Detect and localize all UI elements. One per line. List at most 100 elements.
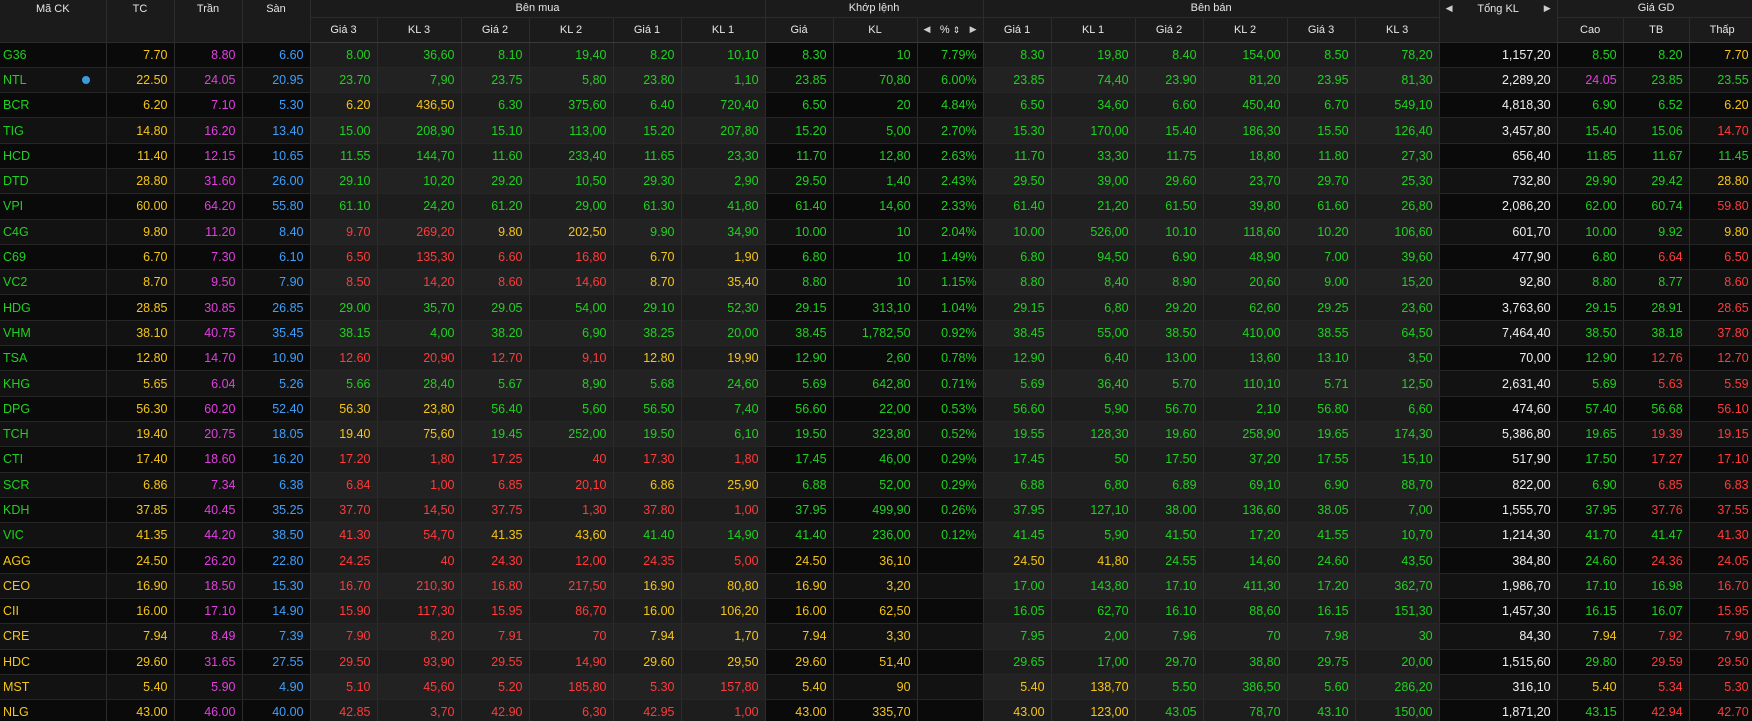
col-symbol[interactable]: Mã CK [0, 0, 107, 43]
table-row[interactable]: MST 5.40 5.90 4.90 5.10 45,60 5.20 185,80 5.30 15… [0, 674, 1752, 701]
col-match-percent[interactable]: ◀ % ⇕ ▶ [917, 17, 984, 43]
table-row[interactable]: CII 16.00 17.10 14.90 15.90 117,30 15.95 86,70 1… [0, 598, 1752, 625]
buy-vol-1: 19,90 [681, 345, 766, 372]
table-row[interactable]: KDH 37.85 40.45 35.25 37.70 14,50 37.75 1,30 37.… [0, 497, 1752, 524]
col-sell-vol-3[interactable]: KL 3 [1355, 17, 1440, 43]
total-volume: 732,80 [1439, 168, 1558, 195]
ref-price: 7.94 [106, 623, 175, 650]
col-avg[interactable]: TB [1623, 17, 1690, 43]
table-row[interactable]: HDC 29.60 31.65 27.55 29.50 93,90 29.55 14,90 29… [0, 649, 1752, 675]
col-sell-price-3[interactable]: Giá 3 [1287, 17, 1356, 43]
stock-symbol[interactable]: DPG [0, 396, 107, 422]
stock-symbol[interactable]: KDH [0, 497, 107, 524]
col-floor[interactable]: Sàn [242, 0, 311, 43]
stock-symbol[interactable]: C69 [0, 244, 107, 271]
stock-symbol[interactable]: HDG [0, 294, 107, 321]
info-dot-icon[interactable] [81, 75, 90, 84]
col-sell-price-1[interactable]: Giá 1 [983, 17, 1052, 43]
buy-vol-3: 28,40 [377, 370, 462, 397]
caret-right-icon[interactable]: ▶ [1543, 3, 1551, 13]
table-row[interactable]: VHM 38.10 40.75 35.45 38.15 4,00 38.20 6,90 38.2… [0, 320, 1752, 347]
stock-symbol[interactable]: SCR [0, 472, 107, 498]
col-high[interactable]: Cao [1557, 17, 1624, 43]
match-percent: 1.15% [917, 269, 984, 296]
table-row[interactable]: NLG 43.00 46.00 40.00 42.85 3,70 42.90 6,30 42.9… [0, 699, 1752, 721]
table-row[interactable]: TSA 12.80 14.70 10.90 12.60 20,90 12.70 9,10 12.… [0, 345, 1752, 372]
table-row[interactable]: NTL 22.50 24.05 20.95 23.70 7,90 23.75 5,80 23.8… [0, 67, 1752, 94]
col-buy-price-3[interactable]: Giá 3 [310, 17, 378, 43]
table-row[interactable]: TIG 14.80 16.20 13.40 15.00 208,90 15.10 113,00… [0, 117, 1752, 144]
table-row[interactable]: BCR 6.20 7.10 5.30 6.20 436,50 6.30 375,60 6.40 7… [0, 92, 1752, 119]
sell-price-2: 8.90 [1135, 269, 1204, 296]
match-price: 29.15 [765, 294, 834, 321]
col-buy-vol-1[interactable]: KL 1 [681, 17, 766, 43]
table-row[interactable]: DTD 28.80 31.60 26.00 29.10 10,20 29.20 10,50 29… [0, 168, 1752, 195]
ceiling-price: 18.50 [174, 573, 243, 600]
stock-symbol[interactable]: G36 [0, 42, 107, 68]
stock-symbol[interactable]: DTD [0, 168, 107, 195]
buy-price-1: 61.30 [613, 193, 682, 220]
stock-symbol[interactable]: TSA [0, 345, 107, 372]
caret-left-icon[interactable]: ◀ [1445, 3, 1453, 13]
table-row[interactable]: C69 6.70 7.30 6.10 6.50 135,30 6.60 16,80 6.70 1,… [0, 244, 1752, 271]
stock-symbol[interactable]: CEO [0, 573, 107, 600]
total-volume: 3,457,80 [1439, 117, 1558, 144]
col-ref[interactable]: TC [106, 0, 175, 43]
stock-symbol[interactable]: CTI [0, 446, 107, 473]
col-buy-vol-2[interactable]: KL 2 [529, 17, 614, 43]
table-row[interactable]: HCD 11.40 12.15 10.65 11.55 144,70 11.60 233,40… [0, 143, 1752, 169]
stock-symbol[interactable]: VHM [0, 320, 107, 347]
col-low[interactable]: Thấp [1689, 17, 1752, 43]
table-row[interactable]: TCH 19.40 20.75 18.05 19.40 75,60 19.45 252,00 1… [0, 421, 1752, 448]
stock-symbol[interactable]: BCR [0, 92, 107, 119]
stock-symbol[interactable]: TIG [0, 117, 107, 144]
stock-symbol[interactable]: NTL [0, 67, 107, 94]
sell-vol-2: 258,90 [1203, 421, 1288, 448]
col-buy-vol-3[interactable]: KL 3 [377, 17, 462, 43]
table-row[interactable]: CTI 17.40 18.60 16.20 17.20 1,80 17.25 40 17.30 1… [0, 446, 1752, 473]
col-sell-vol-1[interactable]: KL 1 [1051, 17, 1136, 43]
stock-symbol[interactable]: VIC [0, 522, 107, 549]
stock-symbol[interactable]: HDC [0, 649, 107, 675]
stock-symbol[interactable]: HCD [0, 143, 107, 169]
col-buy-price-1[interactable]: Giá 1 [613, 17, 682, 43]
col-sell-vol-2[interactable]: KL 2 [1203, 17, 1288, 43]
caret-right-icon[interactable]: ▶ [969, 23, 977, 34]
table-row[interactable]: KHG 5.65 6.04 5.26 5.66 28,40 5.67 8,90 5.68 24,6… [0, 370, 1752, 397]
table-row[interactable]: VPI 60.00 64.20 55.80 61.10 24,20 61.20 29,00 61… [0, 193, 1752, 220]
stock-symbol[interactable]: NLG [0, 699, 107, 721]
col-buy-price-2[interactable]: Giá 2 [461, 17, 530, 43]
stock-symbol[interactable]: C4G [0, 219, 107, 245]
stock-symbol[interactable]: MST [0, 674, 107, 701]
ceiling-price: 5.90 [174, 674, 243, 701]
caret-left-icon[interactable]: ◀ [923, 23, 931, 34]
stock-symbol-label: CTI [3, 452, 24, 467]
sort-icon[interactable]: ⇕ [952, 24, 961, 35]
buy-price-1: 15.20 [613, 117, 682, 144]
table-row[interactable]: AGG 24.50 26.20 22.80 24.25 40 24.30 12,00 24.35… [0, 547, 1752, 574]
col-match-price[interactable]: Giá [765, 17, 834, 43]
stock-symbol-label: BCR [3, 98, 30, 113]
stock-symbol[interactable]: CRE [0, 623, 107, 650]
stock-symbol[interactable]: KHG [0, 370, 107, 397]
col-total-volume[interactable]: ◀ Tổng KL ▶ [1439, 0, 1558, 43]
stock-symbol[interactable]: CII [0, 598, 107, 625]
col-ceiling[interactable]: Trần [174, 0, 243, 43]
table-row[interactable]: CRE 7.94 8.49 7.39 7.90 8,20 7.91 70 7.94 1,70 7.9… [0, 623, 1752, 650]
stock-symbol[interactable]: VPI [0, 193, 107, 220]
stock-symbol[interactable]: TCH [0, 421, 107, 448]
table-row[interactable]: C4G 9.80 11.20 8.40 9.70 269,20 9.80 202,50 9.90… [0, 219, 1752, 245]
table-row[interactable]: CEO 16.90 18.50 15.30 16.70 210,30 16.80 217,50… [0, 573, 1752, 600]
table-row[interactable]: SCR 6.86 7.34 6.38 6.84 1,00 6.85 20,10 6.86 25,9… [0, 472, 1752, 498]
table-row[interactable]: HDG 28.85 30.85 26.85 29.00 35,70 29.05 54,00 29… [0, 294, 1752, 321]
table-row[interactable]: DPG 56.30 60.20 52.40 56.30 23,80 56.40 5,60 56.… [0, 396, 1752, 422]
stock-symbol[interactable]: VC2 [0, 269, 107, 296]
sell-price-3: 41.55 [1287, 522, 1356, 549]
table-row[interactable]: G36 7.70 8.80 6.60 8.00 36,60 8.10 19,40 8.20 10,… [0, 42, 1752, 68]
col-match-volume[interactable]: KL [833, 17, 918, 43]
table-row[interactable]: VIC 41.35 44.20 38.50 41.30 54,70 41.35 43,60 41… [0, 522, 1752, 549]
high-price: 11.85 [1557, 143, 1624, 169]
table-row[interactable]: VC2 8.70 9.50 7.90 8.50 14,20 8.60 14,60 8.70 35,… [0, 269, 1752, 296]
stock-symbol[interactable]: AGG [0, 547, 107, 574]
col-sell-price-2[interactable]: Giá 2 [1135, 17, 1204, 43]
